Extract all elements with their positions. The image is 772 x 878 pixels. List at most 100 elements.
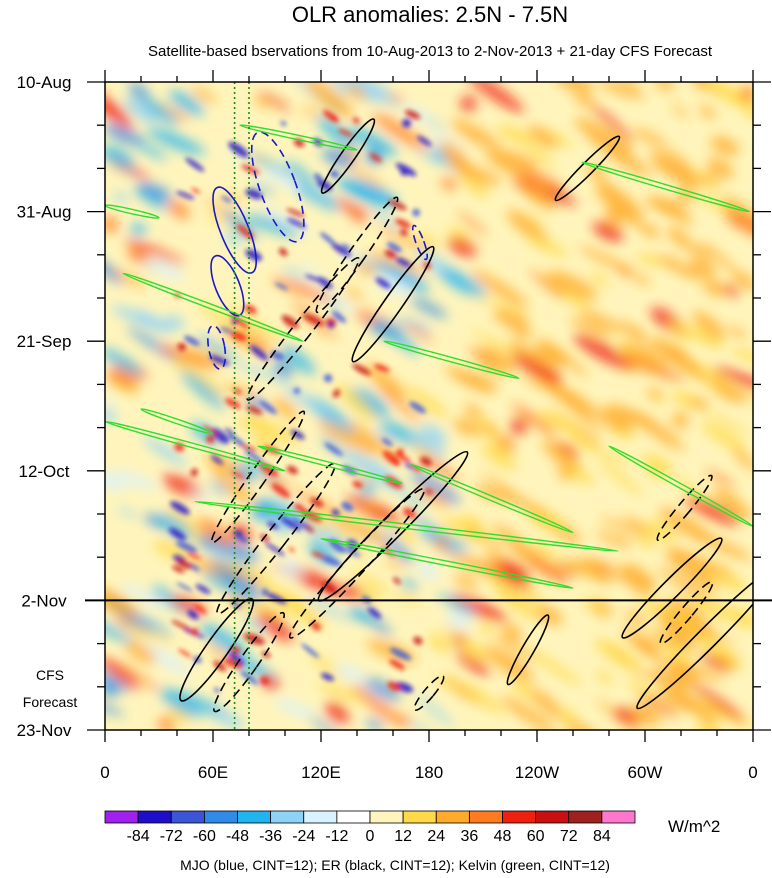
olr-anomaly-patch — [335, 664, 365, 681]
mjo-contour — [207, 324, 227, 370]
olr-anomaly-core — [417, 135, 432, 147]
olr-anomaly-patch — [468, 82, 525, 114]
olr-anomaly-core — [177, 342, 187, 351]
olr-anomaly-patch — [447, 237, 477, 257]
olr-anomaly-patch — [334, 201, 371, 215]
olr-anomaly-patch — [306, 597, 351, 621]
olr-anomaly-patch — [501, 493, 548, 515]
olr-anomaly-patch — [411, 440, 438, 460]
olr-anomaly-patch — [343, 182, 396, 207]
olr-anomaly-patch — [523, 376, 584, 402]
olr-anomaly-patch — [596, 178, 644, 218]
er-contour — [351, 245, 435, 363]
olr-anomaly-patch — [451, 370, 499, 391]
olr-anomaly-core — [171, 620, 193, 632]
olr-anomaly-patch — [376, 383, 423, 424]
olr-anomaly-core — [409, 401, 427, 414]
olr-anomaly-patch — [597, 459, 644, 496]
olr-anomaly-patch — [127, 248, 149, 264]
y-tick-label: 12-Oct — [18, 462, 69, 481]
colorbar-label: 48 — [494, 828, 512, 845]
olr-anomaly-patch — [283, 386, 332, 415]
olr-anomaly-patch — [548, 270, 598, 300]
olr-anomaly-patch — [569, 317, 612, 338]
olr-anomaly-patch — [173, 357, 224, 400]
mjo-contour — [411, 224, 429, 261]
olr-anomaly-patch — [500, 696, 556, 730]
kelvin-contour — [122, 272, 304, 342]
colorbar-label: 36 — [460, 828, 478, 845]
olr-anomaly-patch — [403, 322, 435, 342]
er-contour — [621, 537, 723, 639]
kelvin-contour — [608, 445, 753, 528]
olr-anomaly-patch — [481, 443, 517, 470]
olr-anomaly-core — [191, 628, 199, 636]
olr-anomaly-patch — [608, 403, 653, 428]
olr-anomaly-patch — [599, 517, 647, 536]
olr-anomaly-patch — [595, 670, 614, 685]
olr-anomaly-patch — [622, 356, 685, 382]
x-tick-label: 120E — [301, 763, 341, 782]
x-tick-label: 180 — [415, 763, 443, 782]
er-contour — [636, 565, 753, 710]
olr-anomaly-patch — [580, 308, 622, 332]
olr-anomaly-patch — [690, 530, 752, 561]
olr-anomaly-core — [337, 128, 354, 137]
forecast-label-cfs: CFS — [36, 667, 64, 683]
olr-anomaly-patch — [247, 152, 301, 181]
olr-anomaly-patch — [534, 180, 552, 197]
olr-anomaly-patch — [385, 558, 404, 570]
kelvin-contour — [194, 500, 619, 552]
olr-anomaly-patch — [138, 257, 186, 280]
olr-anomaly-patch — [358, 481, 376, 497]
olr-anomaly-patch — [316, 115, 358, 152]
olr-anomaly-patch — [272, 397, 299, 420]
olr-anomaly-core — [375, 277, 391, 289]
olr-anomaly-patch — [350, 472, 371, 484]
olr-anomaly-patch — [586, 136, 621, 160]
colorbar-swatch — [568, 810, 603, 824]
olr-anomaly-core — [286, 465, 299, 475]
olr-anomaly-core — [367, 606, 382, 619]
er-contour — [413, 675, 445, 711]
olr-anomaly-patch — [542, 439, 581, 472]
olr-anomaly-patch — [453, 418, 481, 437]
kelvin-contour — [581, 161, 751, 213]
olr-anomaly-patch — [105, 408, 118, 423]
olr-anomaly-patch — [510, 678, 533, 699]
olr-anomaly-core — [234, 530, 243, 537]
olr-anomaly-patch — [594, 638, 642, 672]
olr-anomaly-patch — [527, 125, 558, 148]
olr-anomaly-patch — [156, 513, 193, 541]
olr-anomaly-patch — [502, 623, 523, 642]
olr-anomaly-patch — [125, 623, 174, 643]
olr-anomaly-core — [280, 120, 287, 126]
olr-anomaly-patch — [410, 297, 448, 319]
olr-anomaly-patch — [581, 445, 637, 466]
olr-anomaly-patch — [346, 165, 386, 190]
olr-anomaly-patch — [574, 117, 634, 154]
colorbar-swatch — [435, 810, 470, 824]
colorbar-label: -36 — [259, 828, 282, 845]
mjo-contour — [250, 131, 305, 243]
olr-anomaly-patch — [441, 177, 458, 191]
olr-anomaly-patch — [410, 431, 446, 458]
olr-anomaly-patch — [169, 90, 204, 116]
olr-anomaly-patch — [180, 370, 226, 410]
olr-anomaly-patch — [690, 396, 709, 411]
kelvin-contour — [105, 204, 160, 219]
olr-anomaly-core — [330, 170, 339, 178]
olr-anomaly-patch — [225, 231, 242, 247]
olr-anomaly-core — [311, 551, 325, 559]
olr-anomaly-core — [313, 173, 322, 181]
olr-anomaly-core — [386, 242, 402, 253]
olr-anomaly-core — [219, 327, 236, 335]
olr-anomaly-patch — [325, 701, 350, 724]
olr-anomaly-patch — [641, 453, 674, 473]
olr-anomaly-patch — [383, 535, 415, 564]
olr-anomaly-patch — [624, 563, 657, 589]
olr-anomaly-patch — [629, 704, 661, 727]
olr-anomaly-patch — [427, 633, 451, 654]
olr-anomaly-patch — [245, 214, 301, 237]
x-tick-label: 120W — [515, 763, 559, 782]
